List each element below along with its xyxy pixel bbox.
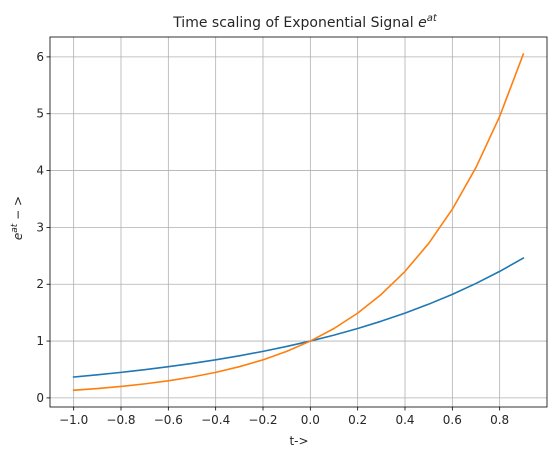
y-tick-label: 0 bbox=[36, 391, 44, 405]
x-tick-label: 0.6 bbox=[443, 413, 462, 427]
plot-frame bbox=[49, 36, 548, 408]
y-tick-label: 2 bbox=[36, 277, 44, 291]
y-axis-label: eat − > bbox=[10, 196, 25, 240]
series-layer bbox=[72, 53, 525, 392]
x-tick-label: −1.0 bbox=[59, 413, 88, 427]
x-tick-label: −0.8 bbox=[106, 413, 135, 427]
y-tick-label: 1 bbox=[36, 334, 44, 348]
series-line-1 bbox=[72, 257, 525, 378]
grid bbox=[50, 37, 547, 407]
x-tick-label: 0.2 bbox=[348, 413, 367, 427]
chart-title: Time scaling of Exponential Signal eat bbox=[172, 13, 438, 31]
x-tick-label: 0.4 bbox=[395, 413, 414, 427]
x-axis-label: t-> bbox=[289, 434, 308, 448]
y-tick-label: 3 bbox=[36, 220, 44, 234]
ticks: −1.0 −0.8 −0.6 −0.4 −0.2 0.0 0.2 0.4 0.6 0.8 0 1 2 3 4… bbox=[36, 50, 509, 427]
x-tick-label: −0.2 bbox=[248, 413, 277, 427]
y-tick-label: 6 bbox=[36, 50, 44, 64]
y-tick-label: 4 bbox=[36, 164, 44, 178]
x-tick-label: −0.4 bbox=[201, 413, 230, 427]
y-tick-label: 5 bbox=[36, 107, 44, 121]
x-tick-label: −0.6 bbox=[154, 413, 183, 427]
x-tick-label: 0.8 bbox=[490, 413, 509, 427]
x-tick-label: 0.0 bbox=[301, 413, 320, 427]
series-line-2 bbox=[72, 53, 525, 392]
